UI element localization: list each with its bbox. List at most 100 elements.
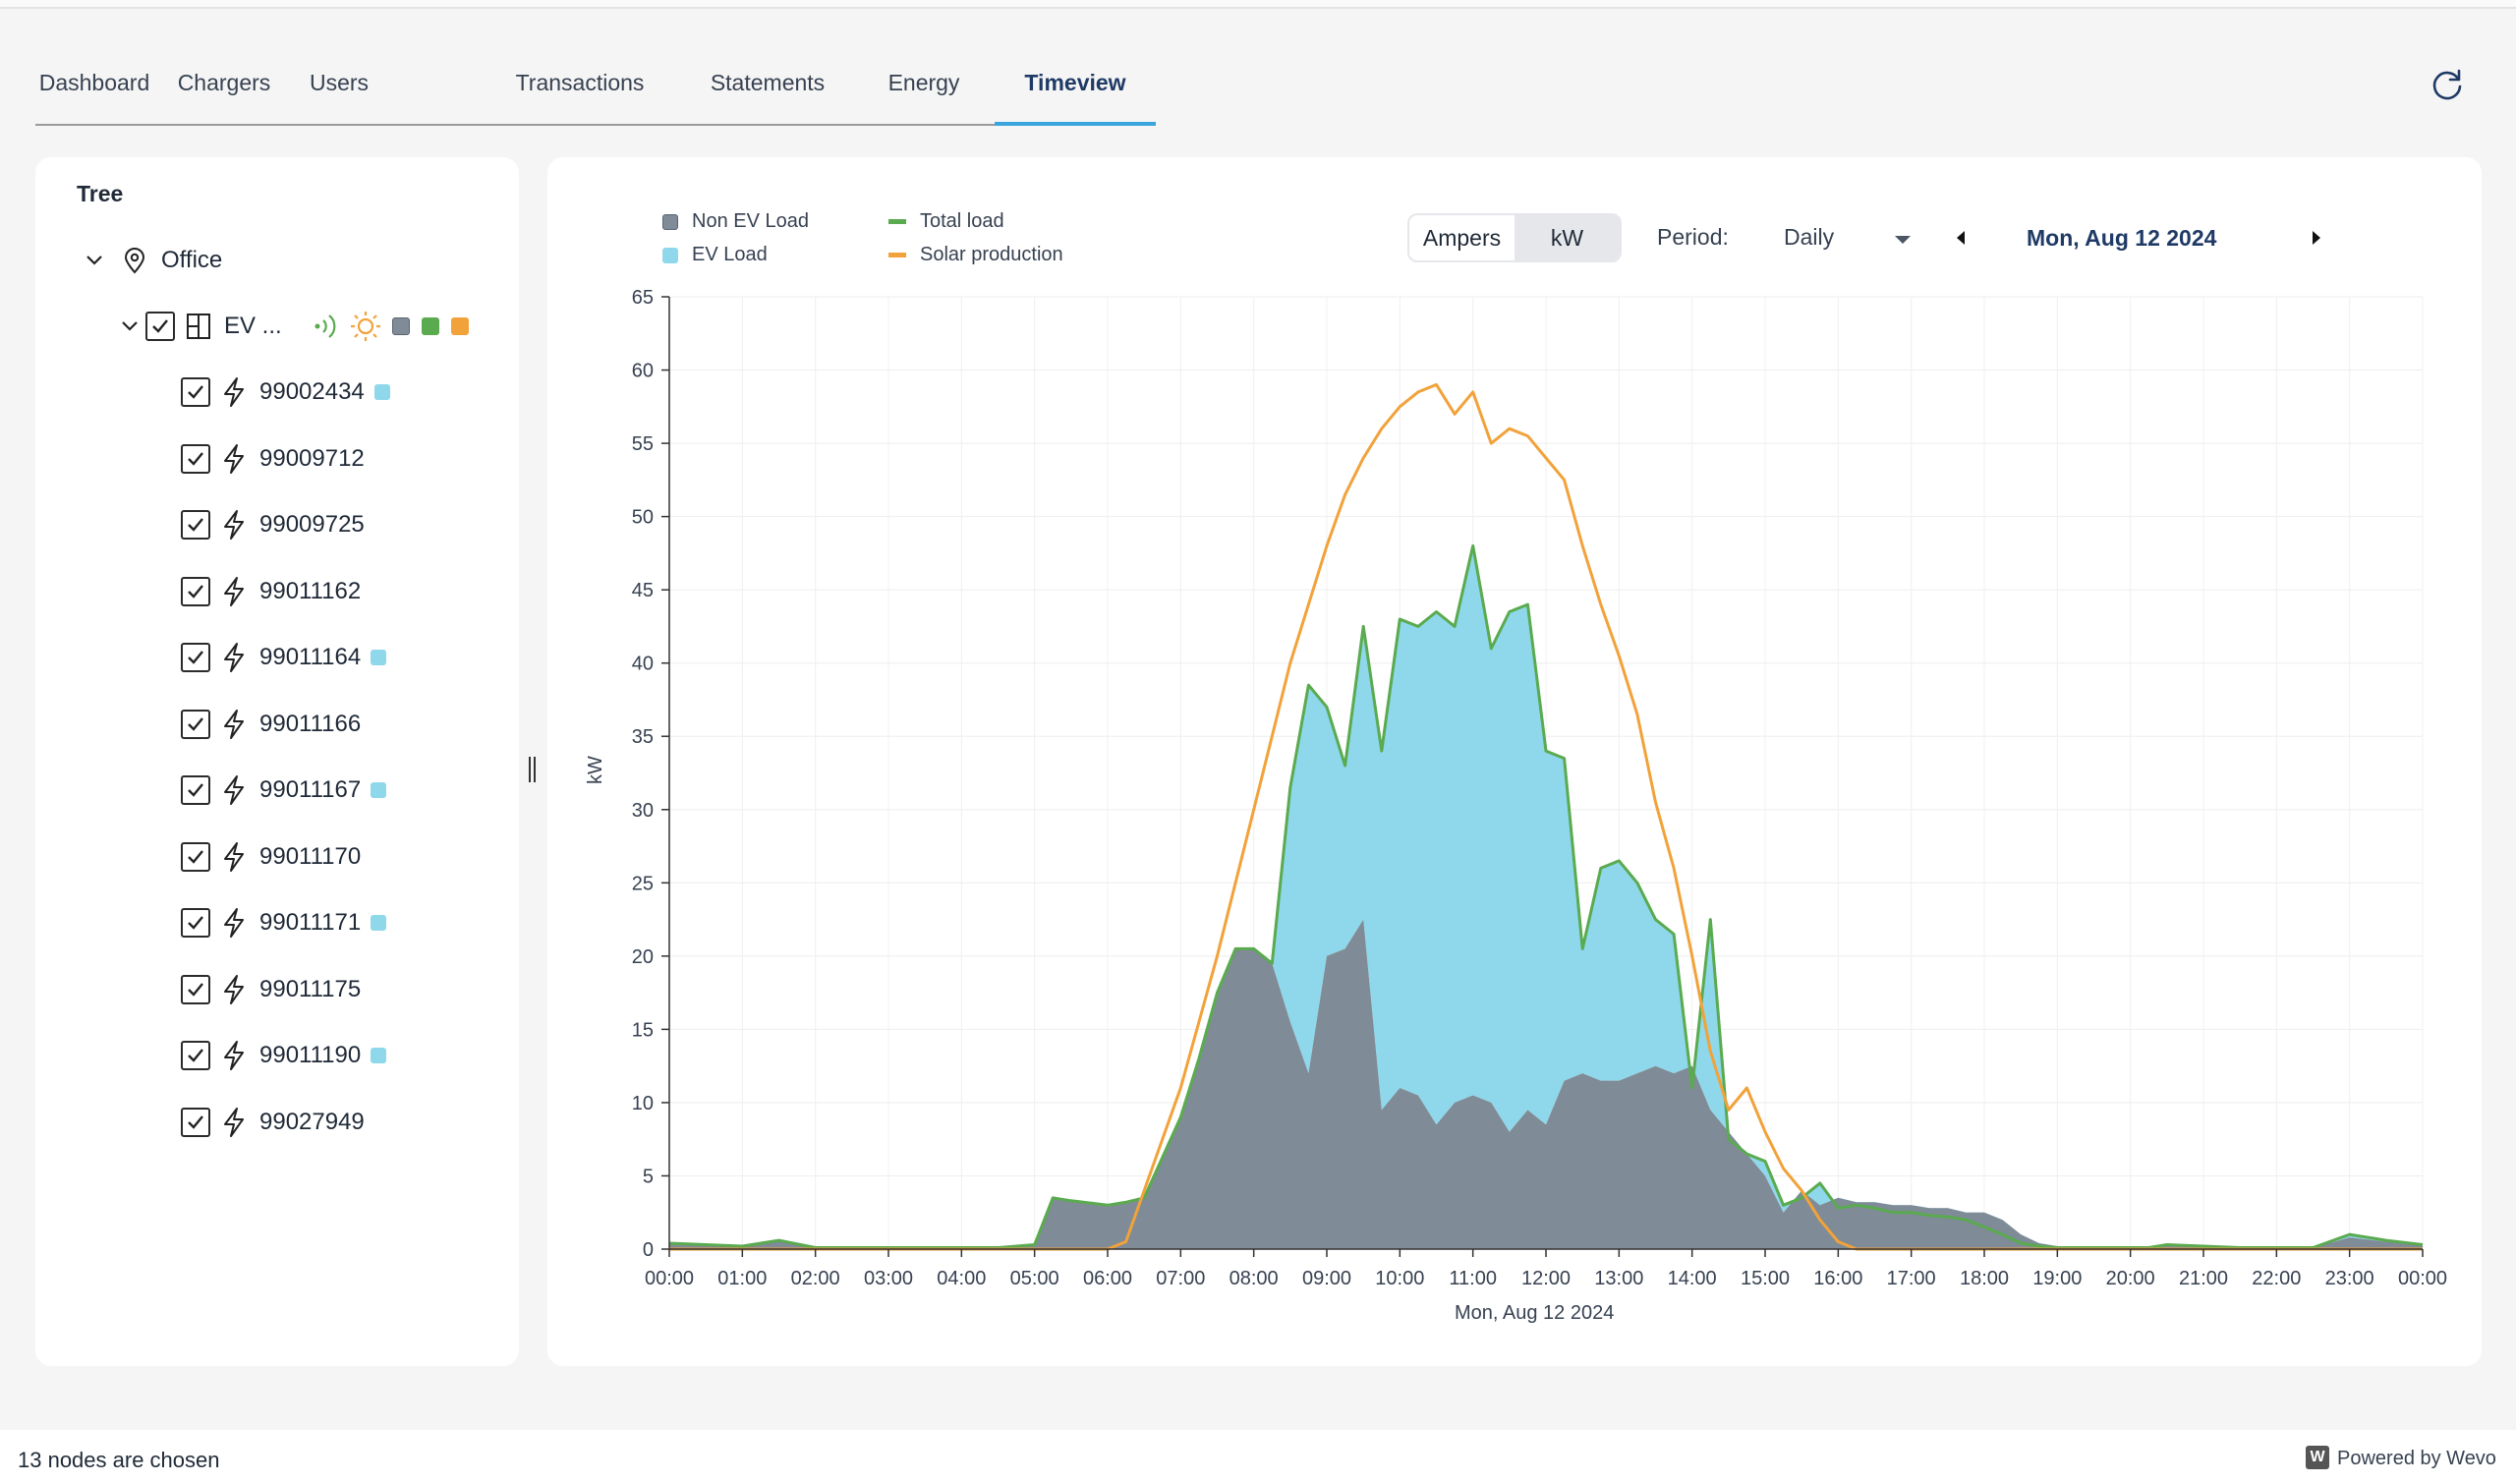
check-icon: [188, 849, 203, 864]
legend-swatch-non-ev: [391, 317, 410, 335]
next-date-icon[interactable]: [2310, 229, 2323, 247]
tree-node-office[interactable]: Office: [83, 241, 222, 280]
panel-resize-handle[interactable]: [527, 755, 539, 784]
ev-load-indicator: [371, 915, 387, 931]
legend-total-label: Total load: [920, 210, 1004, 232]
bolt-icon: [224, 974, 244, 1004]
charger-id: 99011166: [259, 710, 362, 737]
legend-solar: Solar production: [888, 244, 1063, 266]
powered-by: Powered by Wevo: [2337, 1448, 2496, 1469]
tab-users[interactable]: Users: [309, 70, 370, 95]
legend-non-ev-label: Non EV Load: [692, 210, 809, 232]
wevo-logo: W: [2306, 1446, 2329, 1469]
check-icon: [188, 451, 203, 466]
check-icon: [188, 518, 203, 532]
group-checkbox[interactable]: [145, 312, 175, 341]
refresh-icon[interactable]: [2428, 65, 2467, 104]
tab-dashboard[interactable]: Dashboard: [38, 70, 150, 95]
check-icon: [188, 783, 203, 797]
prev-date-icon[interactable]: [1954, 229, 1968, 247]
legend-total: Total load: [888, 210, 1004, 233]
tree-root-label: Office: [161, 247, 223, 273]
chevron-down-icon[interactable]: [83, 249, 106, 272]
charger-checkbox[interactable]: [181, 1041, 210, 1070]
charger-checkbox[interactable]: [181, 576, 210, 606]
charger-checkbox[interactable]: [181, 709, 210, 739]
charger-checkbox[interactable]: [181, 377, 210, 407]
check-icon: [188, 584, 203, 599]
unit-toggle: Ampers kW: [1407, 213, 1622, 262]
legend-swatch-total: [421, 317, 439, 335]
x-axis-label: Mon, Aug 12 2024: [1455, 1302, 1615, 1324]
charger-checkbox[interactable]: [181, 1107, 210, 1137]
tab-energy[interactable]: Energy: [887, 70, 960, 95]
check-icon: [188, 916, 203, 930]
y-axis-label: kW: [584, 756, 606, 784]
bolt-icon: [224, 841, 244, 872]
charger-row[interactable]: 99009712: [181, 439, 365, 479]
check-icon: [188, 385, 203, 399]
charger-id: 99011171: [259, 909, 362, 936]
charger-checkbox[interactable]: [181, 643, 210, 672]
legend-swatch-ev: [662, 247, 678, 263]
check-icon: [188, 982, 203, 997]
chart-panel: [547, 157, 2482, 1366]
charger-checkbox[interactable]: [181, 908, 210, 938]
building-icon: [187, 314, 210, 339]
charger-row[interactable]: 99011166: [181, 705, 361, 744]
tree-title: Tree: [77, 181, 124, 206]
charger-row[interactable]: 99011190: [181, 1036, 387, 1075]
charger-id: 99011167: [259, 776, 362, 803]
tab-bar: Dashboard Chargers Users Transactions St…: [35, 55, 1156, 126]
charger-row[interactable]: 99009725: [181, 505, 365, 544]
location-pin-icon: [124, 248, 145, 274]
legend-swatch-total: [888, 219, 906, 224]
unit-kw-button[interactable]: kW: [1515, 215, 1620, 260]
tree-group-label: EV ...: [224, 313, 282, 339]
tab-statements[interactable]: Statements: [710, 70, 826, 95]
ev-load-indicator: [371, 1048, 387, 1063]
charger-row[interactable]: 99011170: [181, 837, 361, 877]
bolt-icon: [224, 1041, 244, 1070]
charger-checkbox[interactable]: [181, 775, 210, 805]
charger-checkbox[interactable]: [181, 974, 210, 1004]
legend-ev: EV Load: [662, 244, 768, 266]
charger-row[interactable]: 99002434: [181, 372, 390, 412]
charger-row[interactable]: 99011162: [181, 572, 361, 611]
bolt-icon: [224, 510, 244, 540]
bolt-icon: [224, 1107, 244, 1137]
tree-node-ev-group[interactable]: EV ...: [118, 307, 469, 346]
chevron-down-icon[interactable]: [118, 314, 142, 338]
charger-id: 99011190: [259, 1042, 362, 1068]
selection-status: 13 nodes are chosen: [18, 1448, 220, 1472]
tab-transactions[interactable]: Transactions: [515, 70, 645, 95]
legend-solar-label: Solar production: [920, 244, 1063, 265]
footer: 13 nodes are chosen W Powered by Wevo: [0, 1430, 2516, 1484]
ev-load-indicator: [371, 650, 387, 665]
caret-down-icon: [1895, 236, 1911, 244]
charger-row[interactable]: 99027949: [181, 1103, 365, 1142]
bolt-icon: [224, 643, 244, 672]
date-display[interactable]: Mon, Aug 12 2024: [2027, 225, 2217, 251]
legend-non-ev: Non EV Load: [662, 210, 809, 233]
charger-id: 99011170: [259, 842, 362, 870]
bolt-icon: [224, 709, 244, 739]
tab-timeview[interactable]: Timeview: [995, 55, 1156, 126]
charger-checkbox[interactable]: [181, 443, 210, 474]
tab-chargers[interactable]: Chargers: [177, 70, 271, 95]
charger-id: 99011175: [259, 975, 362, 1002]
charger-checkbox[interactable]: [181, 510, 210, 540]
charger-checkbox[interactable]: [181, 841, 210, 872]
legend-swatch-non-ev: [662, 213, 678, 230]
period-select[interactable]: Daily: [1777, 214, 1924, 263]
charger-row[interactable]: 99011167: [181, 771, 387, 810]
charger-row[interactable]: 99011171: [181, 903, 387, 942]
charger-row[interactable]: 99011175: [181, 970, 361, 1009]
charger-id: 99009725: [259, 511, 365, 538]
unit-ampers-button[interactable]: Ampers: [1422, 225, 1502, 251]
bolt-icon: [224, 576, 244, 606]
period-value: Daily: [1784, 224, 1835, 250]
top-border: [0, 0, 2516, 9]
charger-id: 99011164: [259, 644, 362, 670]
charger-row[interactable]: 99011164: [181, 638, 387, 677]
